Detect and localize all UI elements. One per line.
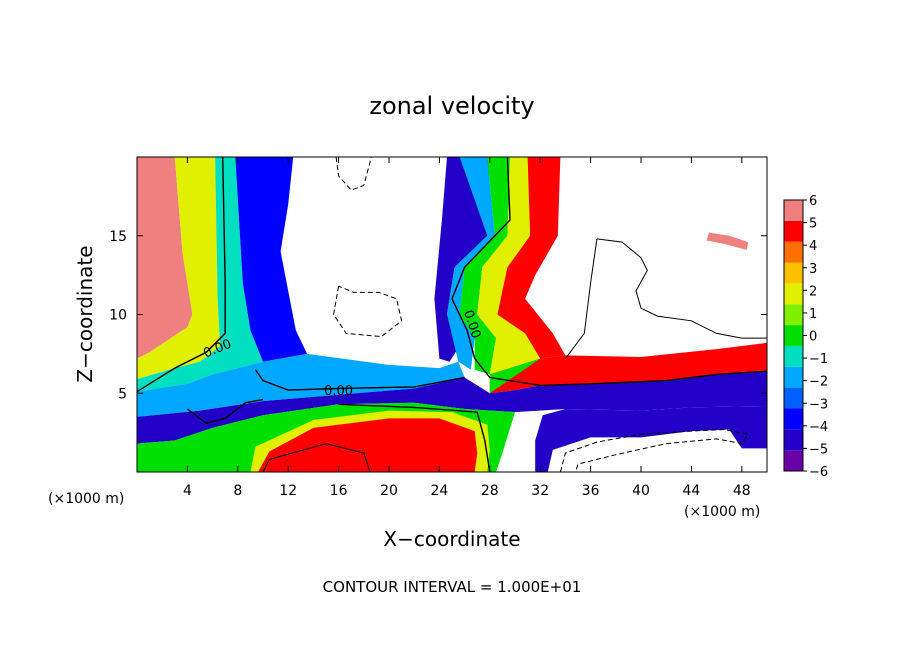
colorbar-swatch xyxy=(784,387,803,409)
colorbar-swatch xyxy=(784,366,803,388)
colorbar-swatch xyxy=(784,200,803,221)
y-tick-label: 15 xyxy=(109,229,127,245)
x-tick-label: 24 xyxy=(430,483,448,499)
region-east-bottom-purple xyxy=(535,405,767,472)
x-tick-label: 20 xyxy=(380,483,398,499)
x-tick-label: 36 xyxy=(582,483,600,499)
colorbar-swatch xyxy=(784,429,803,451)
y-tick-label: 5 xyxy=(118,386,127,402)
region-east-blob-pink xyxy=(706,232,749,250)
colorbar-swatch xyxy=(784,241,803,263)
x-tick-label: 8 xyxy=(233,483,242,499)
region-low-layer-deep xyxy=(137,371,767,444)
colorbar-swatch xyxy=(784,262,803,284)
x-tick-label: 16 xyxy=(330,483,348,499)
region-east-column-cyan xyxy=(447,157,495,370)
colorbar-label: −5 xyxy=(809,442,828,457)
contour-line xyxy=(333,285,403,338)
colorbar-label: 1 xyxy=(809,307,817,322)
colorbar-label: −3 xyxy=(809,397,828,412)
colorbar-label: 0 xyxy=(809,330,817,345)
x-axis-label: X−coordinate xyxy=(383,527,520,551)
colorbar-swatch xyxy=(784,408,803,430)
colorbar-swatch xyxy=(784,450,803,471)
contour-line xyxy=(596,238,767,339)
contour-line xyxy=(137,157,226,393)
colorbar: −6 −5 −4 −3 −2 −1 0 1 2 3 4 5 6 xyxy=(783,194,828,480)
contour-line xyxy=(559,428,749,472)
x-tick-label: 48 xyxy=(733,483,751,499)
region-east-column-green xyxy=(459,157,510,375)
x-tick-label: 40 xyxy=(632,483,650,499)
x-axis: 4 8 12 16 20 24 28 32 36 40 44 48 xyxy=(183,157,751,499)
contour-line xyxy=(262,443,371,472)
x-unit-right: (×1000 m) xyxy=(684,504,760,520)
colorbar-label: −4 xyxy=(809,420,828,435)
y-axis-label: Z−coordinate xyxy=(73,245,97,382)
x-tick-label: 28 xyxy=(481,483,499,499)
contour-label: 0.00 xyxy=(324,384,353,399)
region-east-layer-green xyxy=(489,358,541,394)
region-east-column-red xyxy=(497,157,566,359)
colorbar-label: 3 xyxy=(809,262,817,277)
region-east-column-yellow xyxy=(477,157,541,375)
region-east-column-blue xyxy=(434,157,490,362)
region-west-column-mid xyxy=(137,157,221,380)
colorbar-swatch xyxy=(784,325,803,346)
contour-line xyxy=(338,403,491,472)
x-tick-label: 4 xyxy=(183,483,192,499)
contour-line xyxy=(565,238,598,359)
colorbar-label: 4 xyxy=(809,239,817,254)
region-west-column-right xyxy=(137,157,263,392)
contour-line xyxy=(254,369,465,391)
heatmap-fill-layer xyxy=(137,157,767,472)
region-west-column-edge xyxy=(235,157,308,362)
region-east-layer-red xyxy=(489,342,767,394)
x-unit-left: (×1000 m) xyxy=(48,491,124,507)
contour-layer xyxy=(137,157,767,472)
colorbar-label: 5 xyxy=(809,217,817,232)
y-tick-label: 10 xyxy=(109,308,127,324)
colorbar-label: 6 xyxy=(809,194,817,209)
x-tick-label: 44 xyxy=(682,483,700,499)
region-west-column-pink xyxy=(137,157,175,321)
chart-title: zonal velocity xyxy=(369,92,534,120)
region-bottom-red xyxy=(258,418,478,472)
y-axis: 5 10 15 xyxy=(109,229,767,402)
colorbar-label: −6 xyxy=(809,465,828,480)
colorbar-label: 2 xyxy=(809,284,817,299)
contour-line xyxy=(186,398,264,424)
colorbar-swatch xyxy=(784,283,803,305)
x-tick-label: 12 xyxy=(279,483,297,499)
contour-line xyxy=(451,157,767,387)
colorbar-swatch xyxy=(784,220,803,242)
colorbar-swatch xyxy=(784,345,803,367)
region-low-layer xyxy=(137,353,465,417)
x-tick-label: 32 xyxy=(531,483,549,499)
colorbar-label: −2 xyxy=(809,375,828,390)
contour-interval-note: CONTOUR INTERVAL = 1.000E+01 xyxy=(323,578,582,596)
colorbar-label: −1 xyxy=(809,352,828,367)
colorbar-swatch xyxy=(784,304,803,326)
contour-line xyxy=(335,157,372,191)
